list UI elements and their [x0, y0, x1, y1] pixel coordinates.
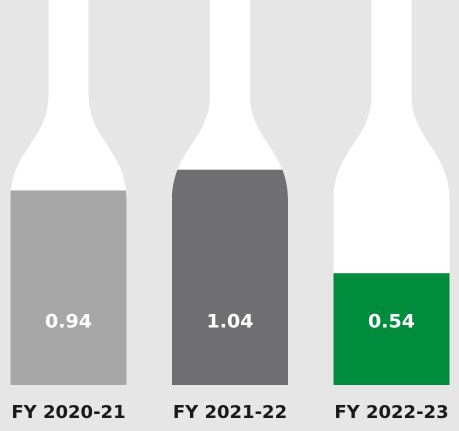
category-label: FY 2022-23 [334, 402, 448, 423]
bottle-fill [333, 273, 450, 385]
bottle-fill [172, 169, 288, 385]
value-label: 0.54 [368, 311, 415, 333]
category-label: FY 2020-21 [11, 402, 125, 423]
value-label: 1.04 [207, 311, 254, 333]
category-label: FY 2021-22 [173, 402, 287, 423]
bottle-fill [10, 190, 127, 385]
value-label: 0.94 [45, 311, 92, 333]
